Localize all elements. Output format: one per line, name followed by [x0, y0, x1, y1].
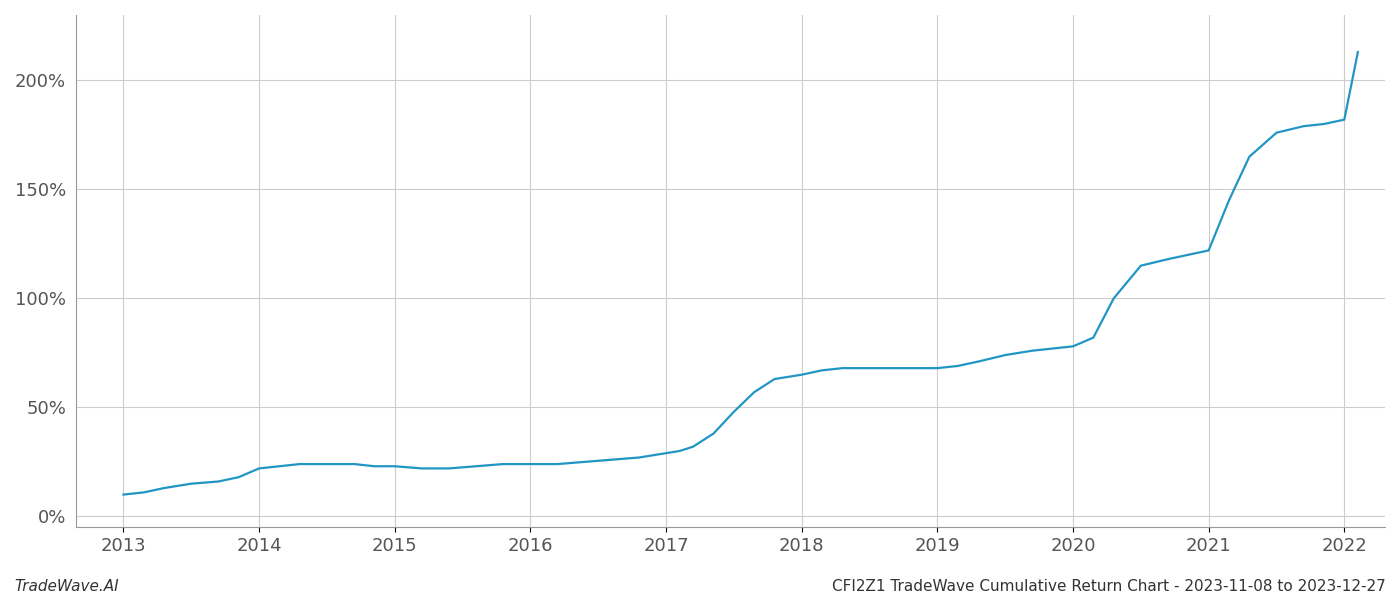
Text: TradeWave.AI: TradeWave.AI: [14, 579, 119, 594]
Text: CFI2Z1 TradeWave Cumulative Return Chart - 2023-11-08 to 2023-12-27: CFI2Z1 TradeWave Cumulative Return Chart…: [832, 579, 1386, 594]
